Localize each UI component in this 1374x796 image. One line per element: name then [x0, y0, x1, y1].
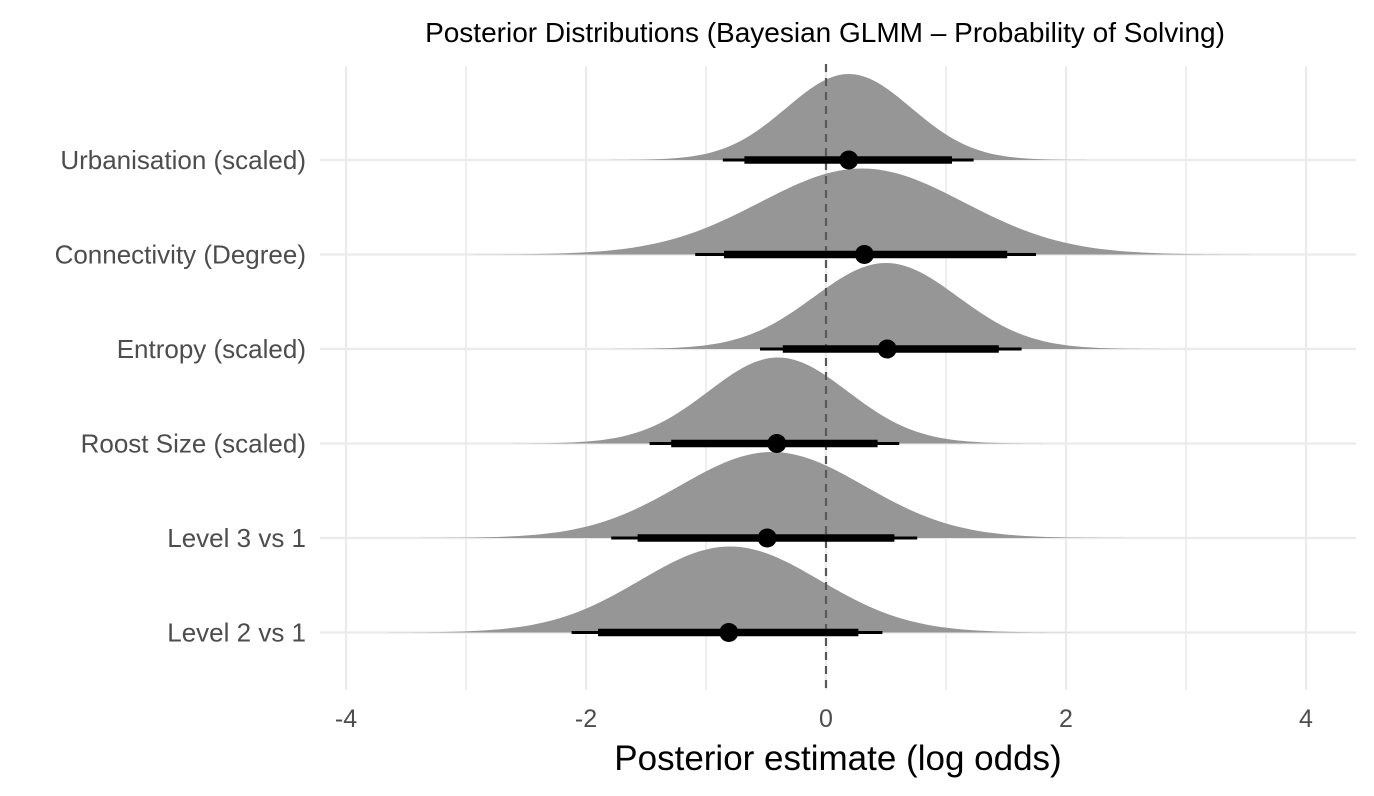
point-estimate [839, 150, 859, 170]
point-estimate [877, 339, 897, 359]
point-estimate [767, 434, 787, 453]
point-estimate [854, 245, 874, 264]
y-axis-label: Level 3 vs 1 [167, 523, 306, 553]
x-tick-label: 4 [1299, 705, 1313, 733]
posterior-densities [370, 74, 1270, 633]
y-axis-label: Urbanisation (scaled) [60, 145, 306, 175]
credible-intervals [571, 150, 1036, 642]
point-estimate [757, 528, 777, 548]
y-axis-label: Roost Size (scaled) [81, 429, 306, 459]
posterior-density [598, 263, 1174, 349]
posterior-density [370, 546, 1090, 633]
posterior-density [599, 74, 1099, 160]
chart-title: Posterior Distributions (Bayesian GLMM –… [425, 17, 1225, 48]
y-axis-label: Level 2 vs 1 [167, 618, 306, 648]
y-axis-label: Entropy (scaled) [117, 334, 306, 364]
y-axis-label: Connectivity (Degree) [55, 240, 306, 270]
x-axis-ticks: -4 -2 0 2 4 [335, 705, 1313, 733]
posterior-density [454, 168, 1270, 255]
x-tick-label: -2 [575, 705, 597, 733]
x-tick-label: -4 [335, 705, 357, 733]
x-tick-label: 0 [819, 705, 833, 733]
posterior-density [402, 452, 1142, 538]
x-axis-title: Posterior estimate (log odds) [614, 739, 1061, 778]
x-tick-label: 2 [1059, 705, 1073, 733]
posterior-density [499, 357, 1057, 444]
point-estimate [719, 623, 739, 642]
y-axis-labels: Urbanisation (scaled) Connectivity (Degre… [55, 145, 306, 648]
